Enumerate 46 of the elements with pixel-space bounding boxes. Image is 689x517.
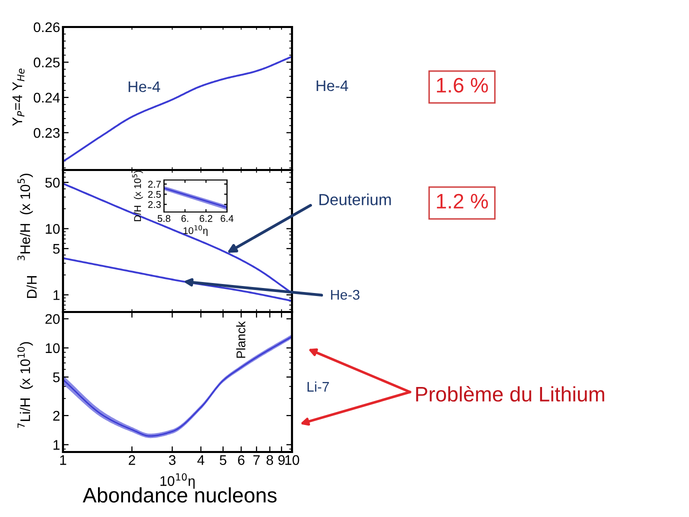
x-tick-label: 4	[197, 455, 204, 465]
x-tick-label: 8	[266, 455, 274, 465]
y-tick-label: 20	[45, 314, 60, 324]
x-axis-title: 10$^{10}$η	[184, 225, 208, 236]
y-tick-label: 2.3	[148, 201, 161, 208]
x-tick-label: 6.2	[200, 215, 212, 222]
x-tick-label: 2	[128, 455, 136, 465]
x-tick-label: 9	[278, 455, 285, 465]
y-tick-label: 0.24	[34, 92, 60, 103]
x-tick-label: 5	[220, 455, 226, 465]
y-tick-label: 0.23	[34, 128, 60, 138]
text: 1.2 %	[436, 194, 488, 209]
y-tick-label: 10	[46, 224, 60, 234]
x-tick-label: 6	[238, 455, 244, 465]
y-tick-label: 10	[46, 343, 60, 354]
y-tick-label: 2.5	[148, 190, 161, 198]
text: D/H	[26, 276, 37, 298]
x-tick-label: 6.	[181, 215, 188, 222]
text: He-4	[316, 80, 348, 92]
y-axis-title: $^{7}$Li/H (x 10$^{10}$)	[17, 342, 33, 428]
y-tick-label: 1	[54, 290, 60, 300]
x-tick-label: 1	[60, 455, 66, 465]
y-tick-label: 2.7	[148, 180, 161, 188]
text: Li-7	[308, 382, 329, 392]
y-tick-label: 5	[53, 244, 60, 254]
annotation: He-4	[128, 81, 160, 92]
text: 1.6 %	[436, 78, 488, 93]
y-axis-title: $^{3}$He/H (x 10$^{5}$)	[17, 174, 33, 260]
annotation: Deuterium	[319, 194, 391, 206]
y-tick-label: 0.26	[34, 22, 60, 32]
y-tick-label: 0.25	[34, 58, 60, 68]
y-tick-label: 2	[53, 410, 60, 421]
annotation: Planck	[236, 321, 246, 358]
y-tick-label: 50	[45, 178, 60, 188]
y-axis-title: Y$_{P}$=4 Y$_{He}$	[12, 68, 25, 126]
y-axis-title: D/H (x 10$^{5}$)	[132, 170, 143, 222]
x-tick-label: 3	[168, 455, 176, 465]
x-tick-label: 7	[253, 455, 260, 465]
x-tick-label: 6.4	[220, 215, 234, 222]
x-axis-title: 10$^{10}$η	[160, 473, 195, 489]
y-tick-label: 5	[53, 372, 60, 382]
y-tick-label: 1	[54, 440, 60, 450]
x-tick-label: 5.8	[158, 215, 170, 222]
text: Problème du Lithium	[416, 386, 604, 402]
x-tick-label: 10	[285, 455, 300, 465]
annotation: He-3	[331, 290, 360, 300]
